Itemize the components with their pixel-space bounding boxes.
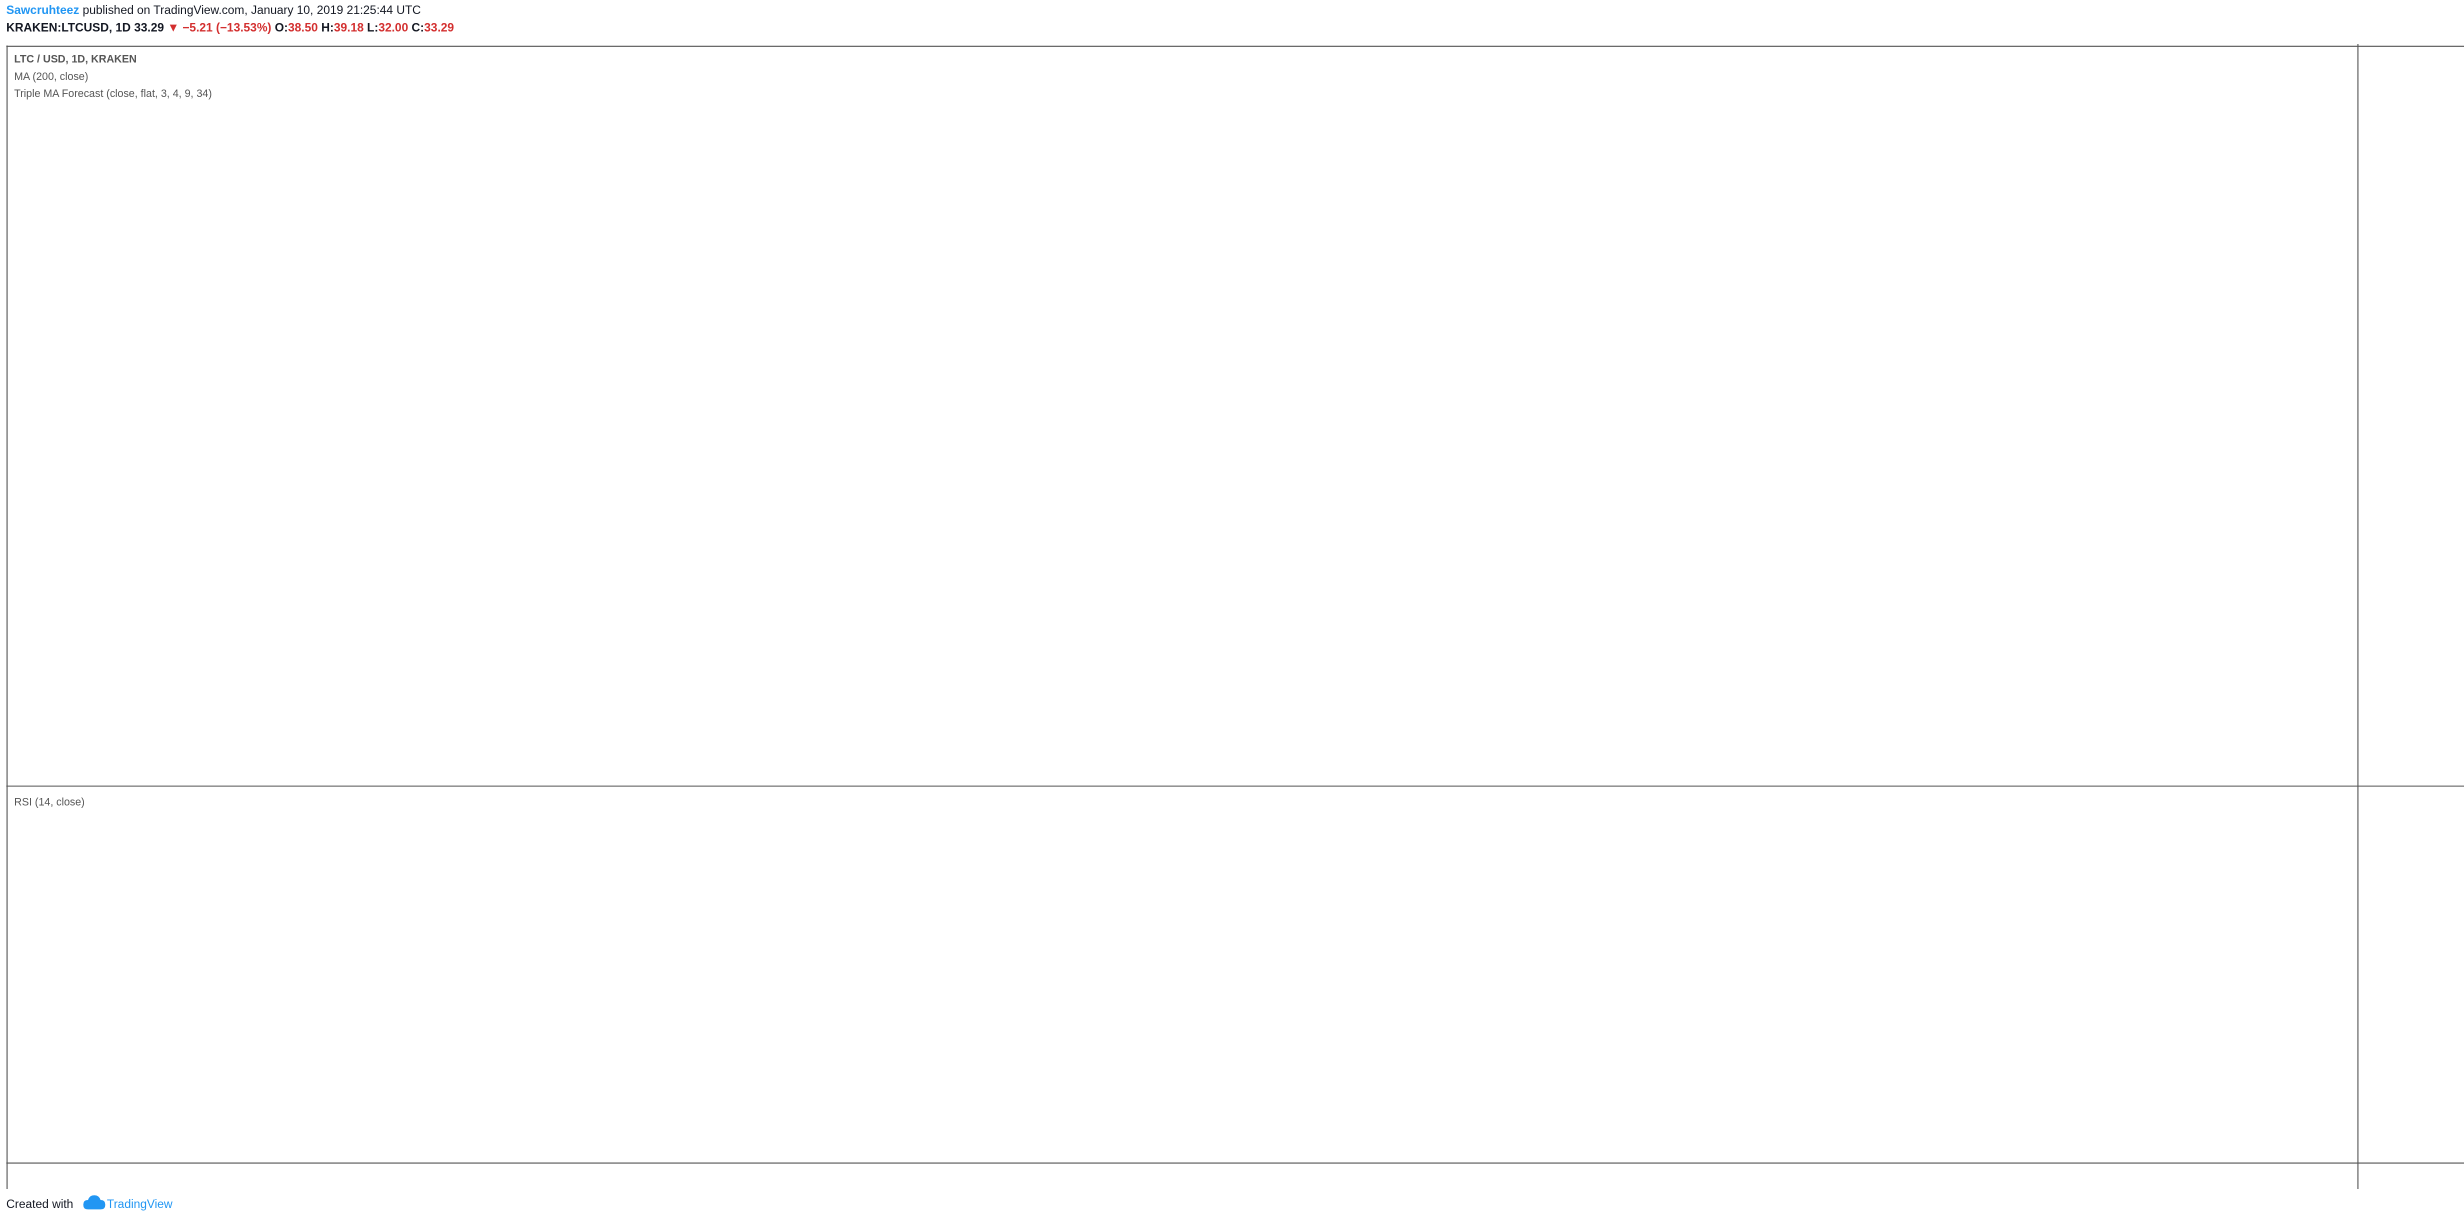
ohlc-h: 39.18 bbox=[334, 20, 364, 34]
ohlc-c-label: C: bbox=[412, 20, 425, 34]
author: Sawcruhteez bbox=[6, 3, 79, 17]
footer-brand[interactable]: TradingView bbox=[107, 1197, 173, 1211]
legend-rsi: RSI (14, close) bbox=[14, 796, 85, 808]
ohlc-o: 38.50 bbox=[288, 20, 318, 34]
ohlc-l: 32.00 bbox=[378, 20, 408, 34]
symbol: KRAKEN:LTCUSD, 1D bbox=[6, 20, 131, 34]
change: ▼ −5.21 (−13.53%) bbox=[167, 20, 271, 34]
price: 33.29 bbox=[134, 20, 164, 34]
ohlc-h-label: H: bbox=[321, 20, 334, 34]
ohlc-c: 33.29 bbox=[424, 20, 454, 34]
ohlc-o-label: O: bbox=[275, 20, 288, 34]
footer-created: Created with bbox=[6, 1197, 73, 1211]
published: published on TradingView.com, January 10… bbox=[79, 3, 421, 17]
quote-line: KRAKEN:LTCUSD, 1D 33.29 ▼ −5.21 (−13.53%… bbox=[6, 20, 454, 34]
legend-ma200: MA (200, close) bbox=[14, 71, 88, 83]
ohlc-l-label: L: bbox=[367, 20, 378, 34]
header-line: Sawcruhteez published on TradingView.com… bbox=[6, 3, 421, 17]
legend-triple-ma: Triple MA Forecast (close, flat, 3, 4, 9… bbox=[14, 88, 212, 100]
chart-title: LTC / USD, 1D, KRAKEN bbox=[14, 54, 137, 66]
brand-logo bbox=[83, 1195, 106, 1210]
